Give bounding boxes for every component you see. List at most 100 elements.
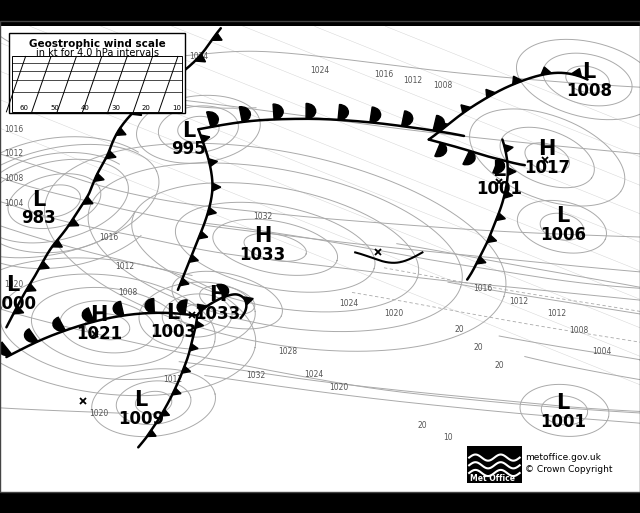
- Polygon shape: [504, 190, 513, 199]
- Wedge shape: [306, 104, 316, 119]
- Wedge shape: [145, 299, 154, 313]
- Polygon shape: [189, 255, 198, 262]
- Polygon shape: [106, 151, 116, 159]
- Polygon shape: [504, 145, 513, 152]
- Text: L: L: [493, 161, 506, 180]
- Text: © Crown Copyright: © Crown Copyright: [525, 465, 612, 474]
- Text: 1024: 1024: [189, 52, 208, 61]
- Wedge shape: [0, 342, 12, 356]
- Wedge shape: [53, 317, 65, 331]
- Polygon shape: [508, 167, 516, 175]
- Polygon shape: [572, 69, 582, 77]
- Text: metoffice.gov.uk: metoffice.gov.uk: [525, 453, 601, 462]
- Polygon shape: [207, 208, 216, 215]
- Text: L: L: [6, 275, 19, 294]
- Wedge shape: [239, 107, 250, 122]
- Text: 1024: 1024: [304, 370, 323, 379]
- Text: 1020: 1020: [384, 309, 403, 319]
- Bar: [9, 33, 185, 113]
- Text: 1012: 1012: [509, 297, 528, 306]
- Wedge shape: [338, 105, 348, 120]
- Text: 1016: 1016: [4, 125, 24, 134]
- Text: L: L: [182, 121, 195, 141]
- Text: 1008: 1008: [566, 82, 612, 100]
- Text: H: H: [538, 139, 556, 159]
- Text: 40: 40: [81, 105, 90, 111]
- Polygon shape: [195, 54, 205, 62]
- Text: 1017: 1017: [524, 159, 570, 177]
- Text: L: L: [166, 303, 179, 323]
- Polygon shape: [212, 183, 221, 191]
- Text: 1012: 1012: [115, 262, 134, 271]
- Polygon shape: [197, 304, 207, 312]
- Text: 1016: 1016: [99, 232, 118, 242]
- Text: L: L: [557, 207, 570, 226]
- Text: 1012: 1012: [547, 309, 566, 319]
- Polygon shape: [541, 67, 552, 75]
- Polygon shape: [244, 297, 253, 305]
- Polygon shape: [486, 89, 495, 98]
- Wedge shape: [401, 111, 413, 126]
- Polygon shape: [174, 73, 184, 81]
- Text: 1004: 1004: [592, 347, 611, 356]
- Text: 20: 20: [141, 105, 150, 111]
- Text: 1008: 1008: [4, 173, 24, 183]
- Text: 20: 20: [454, 325, 465, 334]
- Polygon shape: [13, 306, 24, 314]
- Wedge shape: [207, 112, 218, 127]
- Text: 1024: 1024: [339, 299, 358, 308]
- Polygon shape: [198, 231, 208, 239]
- Wedge shape: [273, 104, 283, 120]
- Polygon shape: [438, 122, 449, 130]
- Polygon shape: [487, 235, 497, 243]
- Text: 1012: 1012: [163, 375, 182, 384]
- Polygon shape: [461, 105, 471, 113]
- Text: 1024: 1024: [310, 66, 330, 75]
- Bar: [0, 492, 640, 513]
- Text: L: L: [134, 390, 147, 410]
- Polygon shape: [189, 344, 198, 351]
- Text: 1001: 1001: [540, 412, 586, 431]
- Text: 1021: 1021: [76, 325, 122, 344]
- Text: 1032: 1032: [246, 371, 266, 380]
- Wedge shape: [463, 151, 475, 165]
- Text: 1033: 1033: [239, 246, 285, 264]
- Text: 10: 10: [172, 105, 181, 111]
- Text: 10: 10: [443, 432, 453, 442]
- Bar: [467, 446, 522, 483]
- Text: 1032: 1032: [253, 212, 272, 221]
- Bar: [0, 0, 640, 26]
- Text: 1020: 1020: [330, 383, 349, 392]
- Polygon shape: [161, 409, 170, 416]
- Text: 1012: 1012: [403, 76, 422, 85]
- Text: 1008: 1008: [570, 326, 589, 336]
- Text: 995: 995: [172, 140, 206, 158]
- Text: 1001: 1001: [476, 180, 522, 199]
- Wedge shape: [370, 107, 381, 123]
- Text: 1012: 1012: [4, 149, 24, 159]
- Wedge shape: [24, 329, 38, 342]
- Polygon shape: [180, 278, 189, 286]
- Text: H: H: [253, 226, 271, 246]
- Text: 1016: 1016: [474, 284, 493, 293]
- Text: 20: 20: [494, 361, 504, 370]
- Polygon shape: [26, 284, 36, 291]
- Text: 983: 983: [21, 209, 56, 227]
- Text: 1020: 1020: [4, 280, 24, 289]
- Text: 1016: 1016: [96, 50, 115, 60]
- Polygon shape: [182, 366, 191, 373]
- Text: 1016: 1016: [374, 70, 394, 79]
- Text: 1008: 1008: [118, 288, 138, 297]
- Text: Forecast chart (Pres) Valid 12 UTC SUN 21 APR 2024: Forecast chart (Pres) Valid 12 UTC SUN 2…: [5, 13, 214, 23]
- Text: H: H: [90, 306, 108, 325]
- Polygon shape: [116, 128, 126, 135]
- Wedge shape: [216, 284, 228, 297]
- Text: 20: 20: [417, 421, 428, 430]
- Wedge shape: [435, 143, 447, 156]
- Text: 60: 60: [20, 105, 29, 111]
- Text: 30: 30: [111, 105, 120, 111]
- Text: in kt for 4.0 hPa intervals: in kt for 4.0 hPa intervals: [36, 48, 159, 58]
- Polygon shape: [476, 256, 486, 264]
- Polygon shape: [172, 388, 181, 395]
- Text: Met Office: Met Office: [470, 474, 515, 483]
